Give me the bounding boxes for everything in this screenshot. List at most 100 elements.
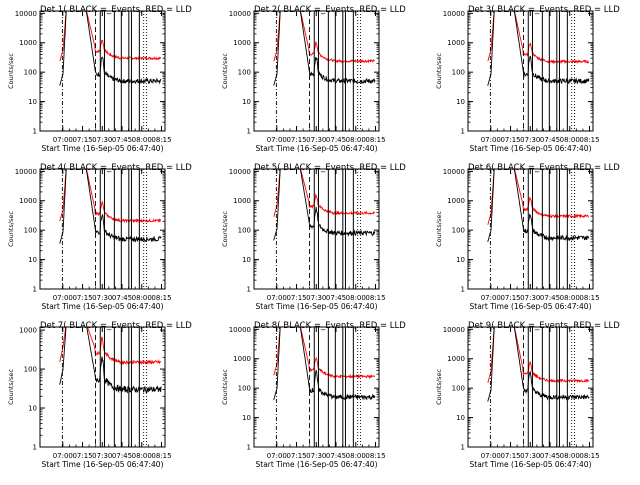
y-tick-label: 10 bbox=[242, 98, 251, 106]
y-tick-label: 10 bbox=[456, 414, 465, 422]
panel-title: Det 7( BLACK =_Events, RED = LLD bbox=[40, 321, 192, 331]
x-tick-label: 07:15 bbox=[500, 452, 520, 460]
x-tick-label: 08:00 bbox=[132, 136, 152, 144]
detector-panel-7: Det 7( BLACK =_Events, RED = LLD Counts/s… bbox=[7, 321, 192, 469]
x-tick-label: 07:30 bbox=[92, 136, 112, 144]
panel-title: Det 9( BLACK =_Events, RED = LLD bbox=[468, 321, 620, 331]
x-tick-label: 07:45 bbox=[326, 294, 346, 302]
lld-series-line bbox=[487, 11, 590, 65]
y-tick-label: 10 bbox=[456, 98, 465, 106]
lld-series-line bbox=[59, 169, 162, 224]
x-axis-label: Start Time (16-Sep-05 06:47:40) bbox=[470, 144, 592, 153]
x-tick-label: 08:00 bbox=[346, 452, 366, 460]
y-tick-label: 100 bbox=[24, 69, 37, 77]
x-tick-label: 08:15 bbox=[151, 452, 171, 460]
x-tick-label: 07:30 bbox=[306, 136, 326, 144]
y-tick-label: 10000 bbox=[229, 168, 251, 176]
detector-panel-4: Det 4( BLACK =_Events, RED = LLD Counts/s… bbox=[7, 163, 192, 311]
detector-panel-9: Det 9( BLACK =_Events, RED = LLD Counts/s… bbox=[435, 321, 620, 469]
data-area bbox=[273, 169, 376, 289]
y-tick-label: 10 bbox=[456, 256, 465, 264]
x-tick-label: 07:30 bbox=[92, 294, 112, 302]
y-axis-label: Counts/sec bbox=[7, 211, 15, 247]
x-axis-label: Start Time (16-Sep-05 06:47:40) bbox=[256, 302, 378, 311]
lld-series-line bbox=[59, 11, 162, 62]
panel-frame bbox=[253, 168, 380, 290]
panel-frame bbox=[39, 326, 166, 448]
panel-frame bbox=[253, 326, 380, 448]
x-tick-label: 08:00 bbox=[560, 294, 580, 302]
y-tick-label: 1 bbox=[461, 286, 465, 294]
x-axis-label: Start Time (16-Sep-05 06:47:40) bbox=[470, 302, 592, 311]
x-axis-label: Start Time (16-Sep-05 06:47:40) bbox=[42, 144, 164, 153]
lld-series-line bbox=[487, 327, 590, 384]
y-tick-label: 1 bbox=[247, 128, 251, 136]
detector-panel-5: Det 5( BLACK =_Events, RED = LLD Counts/s… bbox=[221, 163, 406, 311]
events-series-line bbox=[273, 327, 376, 401]
y-tick-label: 1000 bbox=[447, 355, 465, 363]
y-tick-label: 1000 bbox=[447, 197, 465, 205]
x-tick-label: 07:30 bbox=[92, 452, 112, 460]
events-series-line bbox=[487, 11, 590, 86]
panel-frame bbox=[467, 10, 594, 132]
x-tick-label: 07:15 bbox=[286, 294, 306, 302]
panel-frame bbox=[467, 326, 594, 448]
x-tick-label: 08:00 bbox=[346, 294, 366, 302]
x-tick-label: 07:00 bbox=[267, 452, 287, 460]
y-axis-label: Counts/sec bbox=[7, 369, 15, 405]
x-tick-label: 07:45 bbox=[112, 452, 132, 460]
y-tick-label: 10000 bbox=[229, 326, 251, 334]
y-tick-label: 10 bbox=[28, 405, 37, 413]
x-tick-label: 08:15 bbox=[579, 294, 599, 302]
x-tick-label: 07:00 bbox=[53, 452, 73, 460]
x-tick-label: 08:15 bbox=[365, 136, 385, 144]
y-tick-label: 1 bbox=[33, 444, 37, 452]
y-tick-label: 1000 bbox=[447, 39, 465, 47]
x-tick-label: 07:15 bbox=[72, 136, 92, 144]
y-tick-label: 100 bbox=[24, 366, 37, 374]
y-tick-label: 1000 bbox=[233, 197, 251, 205]
y-tick-label: 1000 bbox=[19, 327, 37, 335]
y-tick-label: 100 bbox=[452, 227, 465, 235]
x-tick-label: 07:00 bbox=[53, 294, 73, 302]
x-tick-label: 07:15 bbox=[500, 294, 520, 302]
detector-panel-2: Det 2( BLACK =_Events, RED = LLD Counts/s… bbox=[221, 5, 406, 153]
x-tick-label: 07:15 bbox=[286, 136, 306, 144]
x-tick-label: 07:15 bbox=[72, 452, 92, 460]
detector-panel-6: Det 6( BLACK =_Events, RED = LLD Counts/s… bbox=[435, 163, 620, 311]
events-series-line bbox=[273, 169, 376, 241]
y-tick-label: 1000 bbox=[19, 197, 37, 205]
x-axis-label: Start Time (16-Sep-05 06:47:40) bbox=[256, 460, 378, 469]
detector-panel-3: Det 3( BLACK =_Events, RED = LLD Counts/s… bbox=[435, 5, 620, 153]
x-tick-label: 08:15 bbox=[579, 452, 599, 460]
x-tick-label: 07:30 bbox=[306, 452, 326, 460]
y-tick-label: 10000 bbox=[229, 10, 251, 18]
x-tick-label: 07:45 bbox=[112, 294, 132, 302]
y-tick-label: 100 bbox=[238, 69, 251, 77]
y-axis-label: Counts/sec bbox=[7, 53, 15, 89]
y-axis-label: Counts/sec bbox=[221, 53, 229, 89]
y-axis-label: Counts/sec bbox=[435, 211, 443, 247]
lld-series-line bbox=[273, 11, 375, 64]
y-tick-label: 10 bbox=[242, 414, 251, 422]
x-tick-label: 08:15 bbox=[365, 452, 385, 460]
y-tick-label: 1000 bbox=[233, 355, 251, 363]
y-tick-label: 100 bbox=[238, 385, 251, 393]
x-tick-label: 08:15 bbox=[365, 294, 385, 302]
y-tick-label: 1 bbox=[461, 128, 465, 136]
y-axis-label: Counts/sec bbox=[221, 211, 229, 247]
y-tick-label: 1000 bbox=[19, 39, 37, 47]
y-tick-label: 10000 bbox=[443, 326, 465, 334]
x-tick-label: 07:45 bbox=[540, 452, 560, 460]
data-area bbox=[487, 11, 590, 131]
x-tick-label: 07:00 bbox=[481, 136, 501, 144]
y-tick-label: 10000 bbox=[15, 168, 37, 176]
events-series-line bbox=[273, 11, 376, 86]
x-tick-label: 07:00 bbox=[267, 136, 287, 144]
data-area bbox=[273, 327, 376, 447]
x-tick-label: 07:00 bbox=[53, 136, 73, 144]
panel-frame bbox=[467, 168, 594, 290]
data-area bbox=[273, 11, 376, 131]
x-tick-label: 07:15 bbox=[286, 452, 306, 460]
